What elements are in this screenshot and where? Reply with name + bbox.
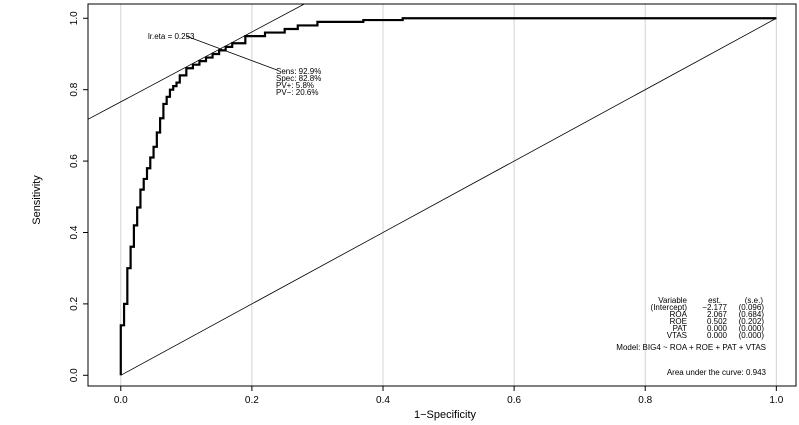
y-tick-label: 1.0 — [69, 11, 80, 25]
x-tick-label: 1.0 — [769, 395, 783, 406]
coef-row-variable: PAT — [673, 324, 687, 333]
coef-row-se: (0.684) — [739, 310, 765, 319]
coef-header-est: est. — [708, 296, 721, 305]
x-axis: 0.0 0.2 0.4 0.6 0.8 1.0 — [114, 386, 784, 406]
grid — [120, 4, 777, 386]
roc-curve — [119, 17, 777, 376]
cutoff-stat-pvpos: PV+: 5.8% — [276, 81, 314, 90]
auc-text: Area under the curve: 0.943 — [667, 368, 767, 377]
coef-row-variable: (Intercept) — [651, 303, 688, 312]
y-tick-label: 0.2 — [69, 297, 80, 311]
cutoff-pointer-line — [185, 35, 278, 71]
y-tick-label: 0.6 — [69, 154, 80, 168]
coef-header-se: (s.e.) — [745, 296, 764, 305]
coef-row-est: 0.000 — [707, 331, 728, 340]
plot-frame — [87, 3, 797, 387]
cutoff-stat-sens: Sens: 92.9% — [276, 67, 321, 76]
y-tick-label: 0.8 — [69, 82, 80, 96]
x-tick-label: 0.2 — [245, 395, 259, 406]
coef-row-se: (0.202) — [739, 317, 765, 326]
reference-line-tangent — [88, 4, 305, 120]
x-tick-label: 0.8 — [638, 395, 652, 406]
coef-row-est: 0.000 — [707, 324, 728, 333]
coef-row-se: (0.000) — [739, 324, 765, 333]
x-axis-title: 1−Specificity — [414, 409, 477, 421]
coef-row-variable: ROE — [670, 317, 687, 326]
cutoff-stat-spec: Spec: 82.8% — [276, 74, 321, 83]
coef-row-se: (0.096) — [739, 303, 765, 312]
x-tick-label: 0.0 — [114, 395, 128, 406]
y-tick-label: 0.4 — [69, 225, 80, 239]
x-tick-label: 0.4 — [376, 395, 390, 406]
reference-line-diagonal — [120, 17, 777, 376]
y-axis-title: Sensitivity — [31, 175, 43, 225]
coef-row-variable: VTAS — [667, 331, 687, 340]
x-tick-label: 0.6 — [507, 395, 521, 406]
coef-row-variable: ROA — [670, 310, 688, 319]
cutoff-label: lr.eta = 0.253 — [148, 32, 195, 41]
coef-row-se: (0.000) — [739, 331, 765, 340]
y-axis: 0.0 0.2 0.4 0.6 0.8 1.0 — [69, 11, 88, 382]
coef-header-variable: Variable — [658, 296, 687, 305]
model-formula: Model: BIG4 ~ ROA + ROE + PAT + VTAS — [616, 343, 766, 352]
cutoff-stat-pvneg: PV−: 20.6% — [276, 88, 318, 97]
y-tick-label: 0.0 — [69, 368, 80, 382]
coefficient-table: Variable est. (s.e.) (Intercept) −2.177 … — [651, 296, 765, 340]
coef-row-est: 0.502 — [707, 317, 728, 326]
cutoff-stats: Sens: 92.9% Spec: 82.8% PV+: 5.8% PV−: 2… — [276, 67, 321, 97]
coef-row-est: 2.067 — [707, 310, 728, 319]
reference-lines — [88, 4, 777, 376]
coef-row-est: −2.177 — [702, 303, 727, 312]
